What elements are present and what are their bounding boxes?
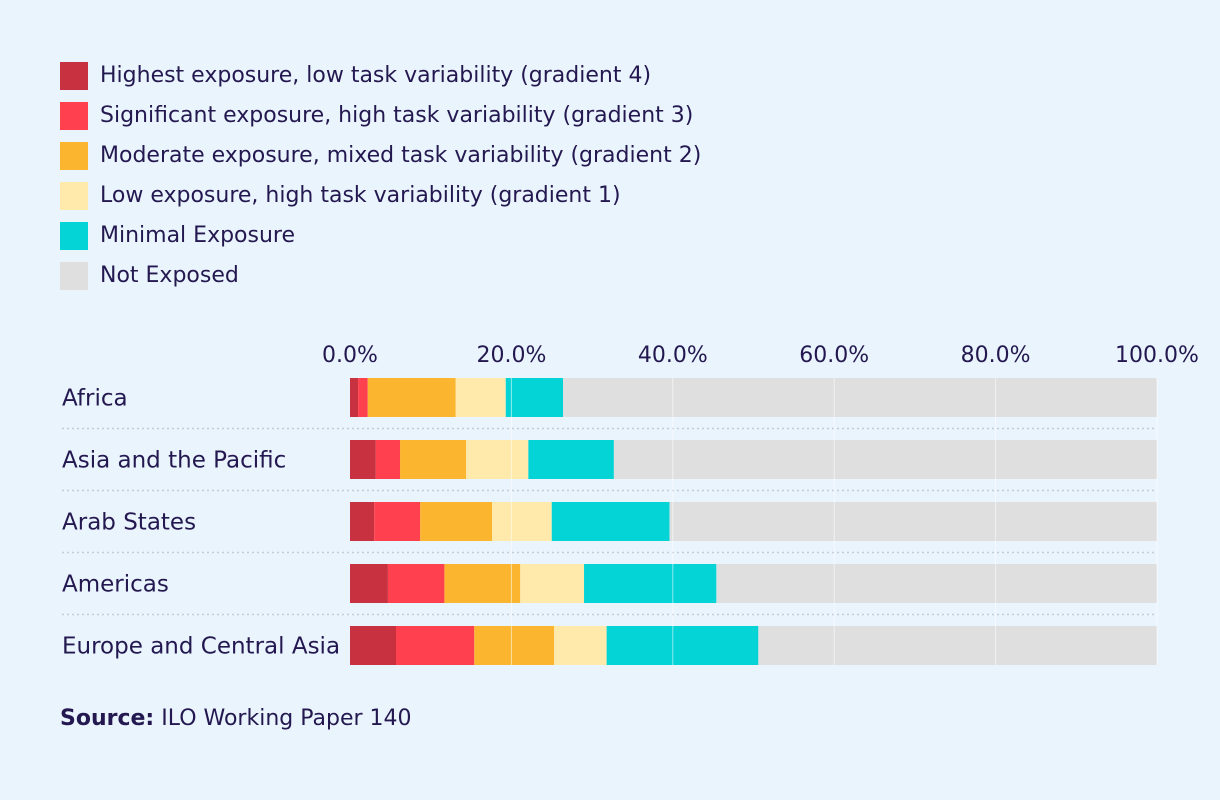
bar-segment [367, 378, 456, 417]
legend-label: Not Exposed [100, 263, 239, 288]
category-label: Americas [62, 572, 169, 598]
x-tick-label: 100.0% [1115, 343, 1199, 368]
legend-item: Low exposure, high task variability (gra… [60, 176, 701, 216]
bar-segment [716, 564, 1157, 603]
bar-segment [350, 440, 376, 479]
bar-segment [455, 378, 506, 417]
bar-segment [528, 440, 614, 479]
bar-segment [350, 564, 388, 603]
x-tick-label: 40.0% [638, 343, 708, 368]
category-label: Asia and the Pacific [62, 448, 286, 474]
bar-segment [444, 564, 521, 603]
category-label: Europe and Central Asia [62, 634, 340, 660]
bar-segment [584, 564, 717, 603]
source-label: Source: [60, 706, 155, 731]
bar-segment [492, 502, 552, 541]
legend-swatch [60, 182, 88, 210]
legend-item: Minimal Exposure [60, 216, 701, 256]
x-tick-label: 20.0% [476, 343, 546, 368]
bar-segment [395, 626, 475, 665]
legend-swatch [60, 142, 88, 170]
x-tick-label: 80.0% [961, 343, 1031, 368]
category-label: Africa [62, 386, 128, 412]
legend-item: Moderate exposure, mixed task variabilit… [60, 136, 701, 176]
bar-segment [400, 440, 467, 479]
x-tick-label: 0.0% [322, 343, 378, 368]
bar-segment [669, 502, 1157, 541]
bar-segment [474, 626, 555, 665]
source-note: Source: ILO Working Paper 140 [60, 706, 412, 731]
legend-swatch [60, 262, 88, 290]
x-tick-label: 60.0% [799, 343, 869, 368]
bar-segment [350, 502, 375, 541]
bar-segment [613, 440, 1157, 479]
bar-segment [551, 502, 670, 541]
legend-swatch [60, 102, 88, 130]
legend-swatch [60, 222, 88, 250]
bar-segment [374, 502, 421, 541]
bar-segment [520, 564, 585, 603]
bar-segment [758, 626, 1157, 665]
legend-label: Highest exposure, low task variability (… [100, 63, 652, 88]
bar-segment [606, 626, 759, 665]
chart-legend: Highest exposure, low task variability (… [60, 56, 701, 296]
bar-segment [420, 502, 493, 541]
legend-label: Low exposure, high task variability (gra… [100, 183, 621, 208]
bar-segment [563, 378, 1157, 417]
legend-label: Minimal Exposure [100, 223, 296, 248]
legend-label: Significant exposure, high task variabil… [100, 103, 694, 128]
legend-item: Not Exposed [60, 256, 701, 296]
legend-item: Highest exposure, low task variability (… [60, 56, 701, 96]
bar-segment [387, 564, 445, 603]
bar-segment [554, 626, 607, 665]
bar-segment [375, 440, 401, 479]
bar-segment [505, 378, 564, 417]
bar-segment [350, 378, 359, 417]
source-text: ILO Working Paper 140 [154, 706, 412, 731]
legend-item: Significant exposure, high task variabil… [60, 96, 701, 136]
category-label: Arab States [62, 510, 196, 536]
bar-segment [358, 378, 368, 417]
legend-swatch [60, 62, 88, 90]
bar-segment [466, 440, 529, 479]
bar-segment [350, 626, 396, 665]
legend-label: Moderate exposure, mixed task variabilit… [100, 143, 702, 168]
